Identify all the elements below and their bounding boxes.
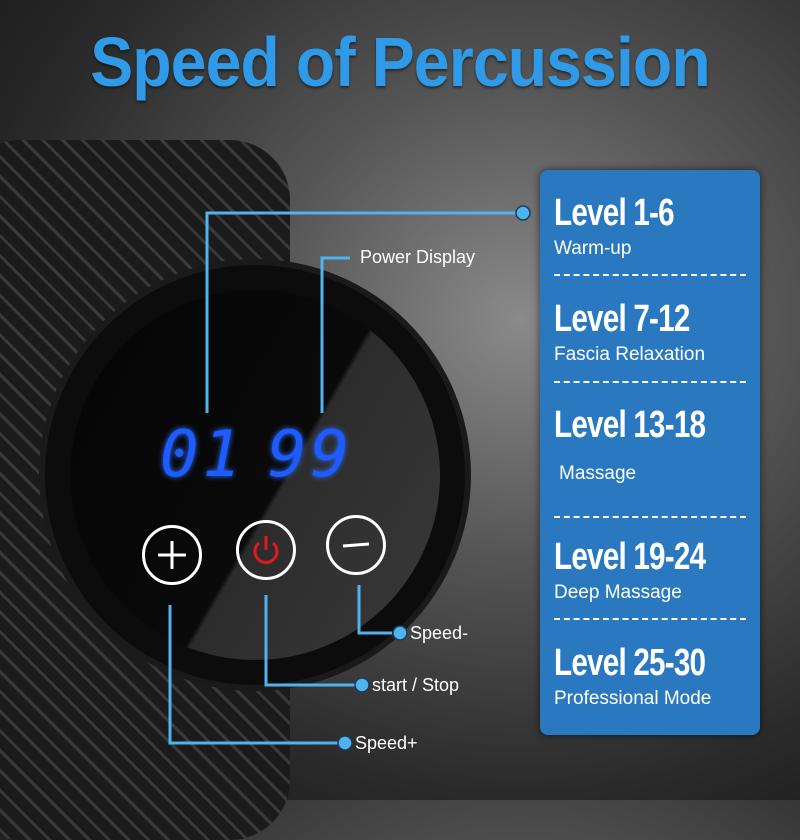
level-mode: Warm-up [554,238,632,259]
speed-plus-label: Speed+ [355,733,418,753]
callout-dot [392,625,408,641]
page-title: Speed of Percussion [90,23,710,101]
control-panel-face [70,290,440,660]
divider [554,274,746,276]
level-title: Level 25-30 [554,642,706,684]
minus-icon [342,542,370,548]
display-left-value: 01 [160,418,246,492]
speed-minus-button[interactable] [326,515,386,575]
level-title: Level 13-18 [554,404,706,446]
levels-panel: Level 1-6 Warm-up Level 7-12 Fascia Rela… [540,170,760,735]
divider [554,381,746,383]
power-display-label: Power Display [360,247,476,267]
level-mode: Fascia Relaxation [554,344,706,365]
speed-minus-label: Speed- [410,623,469,643]
callout-dot [337,735,353,751]
level-mode: Massage [559,463,637,484]
leader-lines [168,205,531,751]
divider [554,516,746,518]
plus-icon [158,541,186,569]
level-title: Level 1-6 [554,192,675,234]
power-button[interactable] [236,520,296,580]
level-title: Level 19-24 [554,536,706,578]
divider [554,618,746,620]
start-stop-label: start / Stop [372,675,460,695]
level-title: Level 7-12 [554,298,690,340]
display-right-value: 99 [268,418,354,492]
speed-plus-button[interactable] [142,525,202,585]
callout-dot [354,677,370,693]
callout-dot [515,205,531,221]
level-mode: Deep Massage [554,582,682,603]
power-icon [253,536,279,564]
level-mode: Professional Mode [554,688,712,709]
